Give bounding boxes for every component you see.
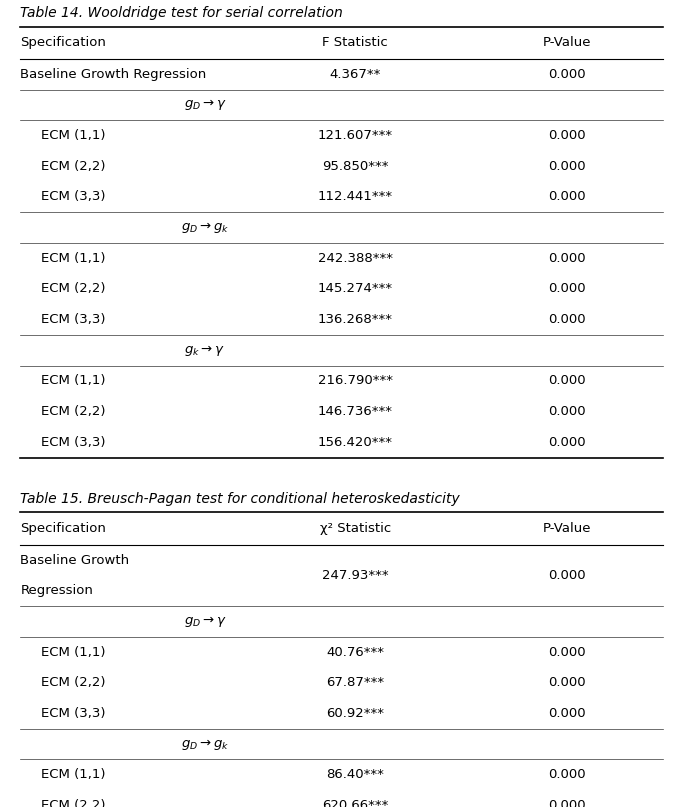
Text: ECM (1,1): ECM (1,1)	[41, 252, 105, 265]
Text: 0.000: 0.000	[548, 646, 586, 659]
Text: 121.607***: 121.607***	[318, 129, 393, 142]
Text: 0.000: 0.000	[548, 282, 586, 295]
Text: 146.736***: 146.736***	[318, 405, 393, 418]
Text: χ² Statistic: χ² Statistic	[320, 522, 391, 535]
Text: F Statistic: F Statistic	[322, 36, 388, 49]
Text: 0.000: 0.000	[548, 768, 586, 781]
Text: Baseline Growth: Baseline Growth	[20, 554, 130, 567]
Text: $g_D \rightarrow g_k$: $g_D \rightarrow g_k$	[181, 737, 229, 751]
Text: Table 14. Wooldridge test for serial correlation: Table 14. Wooldridge test for serial cor…	[20, 6, 344, 20]
Text: ECM (2,2): ECM (2,2)	[41, 405, 105, 418]
Text: P-Value: P-Value	[542, 36, 591, 49]
Text: 0.000: 0.000	[548, 68, 586, 81]
Text: ECM (2,2): ECM (2,2)	[41, 799, 105, 807]
Text: Specification: Specification	[20, 36, 107, 49]
Text: 156.420***: 156.420***	[318, 436, 393, 449]
Text: $g_k \rightarrow \gamma$: $g_k \rightarrow \gamma$	[184, 343, 225, 358]
Text: 0.000: 0.000	[548, 313, 586, 326]
Text: 60.92***: 60.92***	[326, 707, 384, 720]
Text: P-Value: P-Value	[542, 522, 591, 535]
Text: ECM (1,1): ECM (1,1)	[41, 768, 105, 781]
Text: 0.000: 0.000	[548, 129, 586, 142]
Text: 0.000: 0.000	[548, 374, 586, 387]
Text: 0.000: 0.000	[548, 405, 586, 418]
Text: ECM (1,1): ECM (1,1)	[41, 374, 105, 387]
Text: ECM (1,1): ECM (1,1)	[41, 129, 105, 142]
Text: 40.76***: 40.76***	[326, 646, 384, 659]
Text: 0.000: 0.000	[548, 676, 586, 689]
Text: ECM (3,3): ECM (3,3)	[41, 190, 105, 203]
Text: ECM (2,2): ECM (2,2)	[41, 676, 105, 689]
Text: 112.441***: 112.441***	[318, 190, 393, 203]
Text: 242.388***: 242.388***	[318, 252, 393, 265]
Text: ECM (3,3): ECM (3,3)	[41, 707, 105, 720]
Text: $g_D \rightarrow \gamma$: $g_D \rightarrow \gamma$	[184, 98, 226, 112]
Text: $g_D \rightarrow g_k$: $g_D \rightarrow g_k$	[181, 220, 229, 235]
Text: 86.40***: 86.40***	[326, 768, 384, 781]
Text: ECM (3,3): ECM (3,3)	[41, 313, 105, 326]
Text: 620.66***: 620.66***	[322, 799, 389, 807]
Text: 0.000: 0.000	[548, 569, 586, 582]
Text: Specification: Specification	[20, 522, 107, 535]
Text: 0.000: 0.000	[548, 190, 586, 203]
Text: 0.000: 0.000	[548, 160, 586, 173]
Text: $g_D \rightarrow \gamma$: $g_D \rightarrow \gamma$	[184, 614, 226, 629]
Text: Table 15. Breusch-Pagan test for conditional heteroskedasticity: Table 15. Breusch-Pagan test for conditi…	[20, 492, 460, 506]
Text: Regression: Regression	[20, 584, 94, 597]
Text: 247.93***: 247.93***	[322, 569, 389, 582]
Text: 216.790***: 216.790***	[318, 374, 393, 387]
Text: ECM (3,3): ECM (3,3)	[41, 436, 105, 449]
Text: ECM (2,2): ECM (2,2)	[41, 160, 105, 173]
Text: 145.274***: 145.274***	[318, 282, 393, 295]
Text: 0.000: 0.000	[548, 799, 586, 807]
Text: 136.268***: 136.268***	[318, 313, 393, 326]
Text: ECM (1,1): ECM (1,1)	[41, 646, 105, 659]
Text: 4.367**: 4.367**	[329, 68, 381, 81]
Text: 0.000: 0.000	[548, 707, 586, 720]
Text: 0.000: 0.000	[548, 436, 586, 449]
Text: Baseline Growth Regression: Baseline Growth Regression	[20, 68, 207, 81]
Text: ECM (2,2): ECM (2,2)	[41, 282, 105, 295]
Text: 0.000: 0.000	[548, 252, 586, 265]
Text: 95.850***: 95.850***	[322, 160, 389, 173]
Text: 67.87***: 67.87***	[326, 676, 385, 689]
